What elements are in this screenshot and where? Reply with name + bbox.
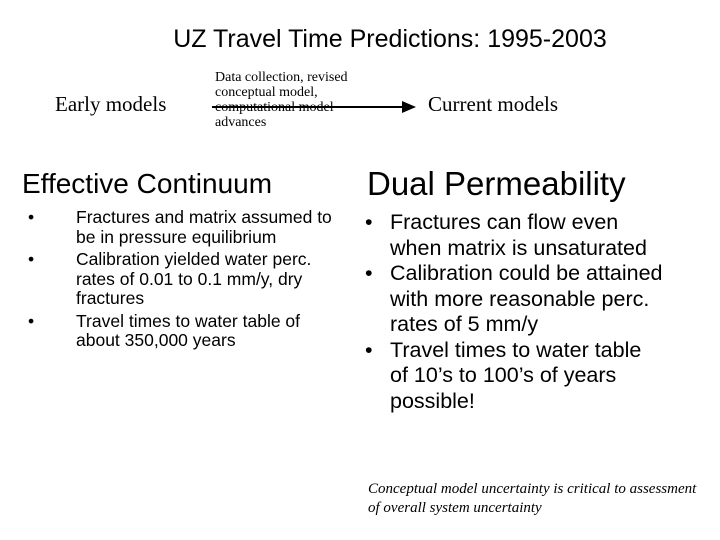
bullet-text: Fractures and matrix assumed to be in pr… xyxy=(76,207,332,247)
list-item: • Travel times to water table of about 3… xyxy=(28,310,338,351)
bullet-icon: • xyxy=(365,261,373,285)
bullet-icon: • xyxy=(28,310,35,331)
dual-permeability-list: • Fractures can flow even when matrix is… xyxy=(365,210,665,414)
footnote: Conceptual model uncertainty is critical… xyxy=(368,481,697,516)
list-item: • Calibration could be attained with mor… xyxy=(365,261,665,338)
list-item: • Fractures and matrix assumed to be in … xyxy=(28,207,338,247)
arrow-right-icon xyxy=(212,101,416,113)
bullet-text: Travel times to water table of about 350… xyxy=(76,310,301,350)
current-models-label: Current models xyxy=(428,92,559,116)
bullet-icon: • xyxy=(28,249,35,269)
bullet-text: Calibration could be attained with more … xyxy=(390,261,663,336)
bullet-icon: • xyxy=(28,207,35,227)
bullet-icon: • xyxy=(365,337,373,362)
list-item: • Fractures can flow even when matrix is… xyxy=(365,210,665,261)
list-item: • Travel times to water table of 10’s to… xyxy=(365,338,665,415)
bullet-text: Travel times to water table of 10’s to 1… xyxy=(390,337,642,413)
slide-title: UZ Travel Time Predictions: 1995-2003 xyxy=(173,25,607,53)
early-models-label: Early models xyxy=(55,92,167,116)
effective-continuum-list: • Fractures and matrix assumed to be in … xyxy=(28,207,338,354)
bullet-text: Calibration yielded water perc. rates of… xyxy=(76,249,312,308)
dual-permeability-heading: Dual Permeability xyxy=(367,165,626,202)
bullet-icon: • xyxy=(365,210,373,234)
bullet-text: Fractures can flow even when matrix is u… xyxy=(390,210,647,260)
transition-caption: Data collection, revised conceptual mode… xyxy=(215,70,348,130)
effective-continuum-heading: Effective Continuum xyxy=(22,168,273,199)
list-item: • Calibration yielded water perc. rates … xyxy=(28,249,338,309)
